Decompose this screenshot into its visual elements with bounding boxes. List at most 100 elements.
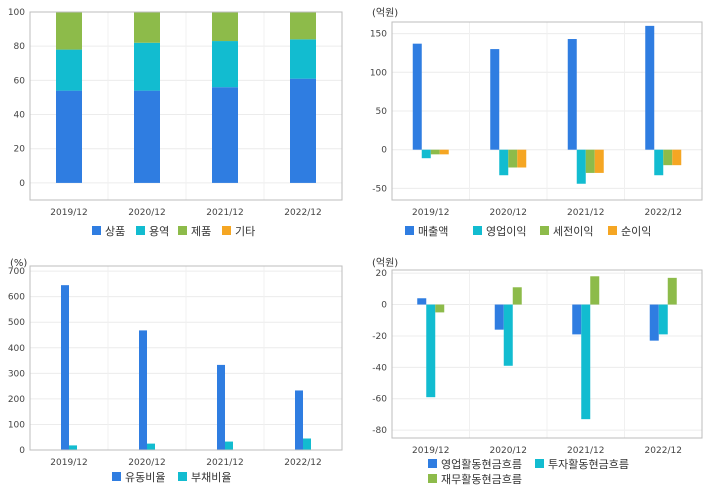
x-tick-label: 2022/12 <box>645 446 682 456</box>
bar-1-3 <box>572 304 582 335</box>
bar-3-3 <box>212 12 238 42</box>
y-tick-label: 0 <box>381 301 387 311</box>
legend-swatch <box>112 472 121 481</box>
gridlines <box>29 266 343 451</box>
bar-2-2 <box>499 149 509 176</box>
y-tick-label: 100 <box>370 68 387 78</box>
bar-1-4 <box>295 390 303 450</box>
legend-swatch <box>222 226 231 235</box>
bar-2-2 <box>134 42 160 91</box>
x-tick-label: 2022/12 <box>645 208 682 218</box>
x-tick-label: 2020/12 <box>128 208 165 218</box>
bar-3-1 <box>430 149 440 155</box>
legend-label: 매출액 <box>418 225 448 238</box>
y-tick-label: 60 <box>14 76 26 86</box>
y-tick-label: 200 <box>8 395 25 405</box>
bar-2-1 <box>426 304 436 398</box>
bar-3-1 <box>56 12 82 50</box>
bar-1-4 <box>290 78 316 183</box>
bar-1-1 <box>61 285 69 450</box>
bar-4-3 <box>594 149 604 173</box>
legend-swatch <box>178 472 187 481</box>
chart-2: (억원) -50 0 50 100 150 2019/12 2020/12 2021/12 202… <box>370 7 703 238</box>
x-tick-label: 2021/12 <box>206 208 243 218</box>
x-tick-label: 2020/12 <box>490 446 527 456</box>
x-tick-label: 2021/12 <box>567 446 604 456</box>
legend-swatch <box>405 226 414 235</box>
chart-1: 0 20 40 60 80 100 2019/12 2020/12 2021/12 2022/12… <box>8 8 343 238</box>
bar-1-3 <box>567 39 577 150</box>
y-tick-label: 0 <box>19 179 25 189</box>
y-tick-label: 400 <box>8 344 25 354</box>
legend-swatch <box>608 226 617 235</box>
plot-frame <box>391 21 703 201</box>
y-tick-label: -20 <box>372 332 387 342</box>
bars <box>56 12 316 183</box>
y-tick-label: 100 <box>8 420 25 430</box>
chart-3: (%) 0 100 200 300 400 500 600 700 2019/12 2020/12 2… <box>8 258 343 484</box>
y-tick-label: -40 <box>372 363 387 373</box>
y-tick-label: 500 <box>8 318 25 328</box>
y-tick-label: 700 <box>8 267 25 277</box>
legend-swatch <box>535 459 544 468</box>
x-tick-label: 2019/12 <box>50 458 87 468</box>
bar-1-1 <box>56 90 82 183</box>
bar-2-4 <box>654 149 664 176</box>
legend: 상품 용역 제품 기타 <box>92 225 255 238</box>
y-tick-label: 300 <box>8 369 25 379</box>
legend-swatch <box>178 226 187 235</box>
x-tick-label: 2022/12 <box>284 208 321 218</box>
legend-label: 순이익 <box>621 225 651 238</box>
bar-2-4 <box>658 304 668 335</box>
bar-2-3 <box>576 149 586 184</box>
legend-swatch <box>92 226 101 235</box>
x-tick-label: 2020/12 <box>490 208 527 218</box>
x-tick-label: 2019/12 <box>412 446 449 456</box>
y-tick-label: 20 <box>376 269 388 279</box>
bar-3-4 <box>290 12 316 40</box>
legend-label: 투자활동현금흐름 <box>548 457 629 471</box>
bar-1-2 <box>494 304 504 330</box>
bar-2-1 <box>69 445 77 450</box>
bar-2-1 <box>421 149 431 159</box>
legend: 유동비율 부채비율 <box>112 471 231 484</box>
gridlines <box>391 270 703 438</box>
bar-4-2 <box>517 149 527 168</box>
bar-2-4 <box>303 438 311 450</box>
bar-1-2 <box>139 330 147 450</box>
legend-swatch <box>428 474 437 483</box>
bar-1-2 <box>134 90 160 183</box>
legend-swatch <box>540 226 549 235</box>
bar-3-4 <box>667 277 677 305</box>
y-tick-label: 50 <box>376 107 388 117</box>
y-tick-label: 0 <box>19 446 25 456</box>
bar-1-4 <box>645 25 655 150</box>
y-tick-label: 150 <box>370 30 387 40</box>
y-tick-label: 80 <box>14 42 26 52</box>
bar-3-2 <box>512 287 522 305</box>
legend-label: 기타 <box>235 225 255 238</box>
legend: 매출액 영업이익 세전이익 순이익 <box>405 225 651 238</box>
bar-2-3 <box>581 304 591 420</box>
bar-2-2 <box>147 443 155 450</box>
y-tick-label: 100 <box>8 8 25 18</box>
bar-1-3 <box>212 87 238 183</box>
bar-3-4 <box>663 149 673 166</box>
y-tick-label: 40 <box>14 111 26 121</box>
x-tick-label: 2021/12 <box>567 208 604 218</box>
unit-label: (억원) <box>372 7 398 19</box>
unit-label: (%) <box>10 258 27 269</box>
bar-2-2 <box>503 304 513 366</box>
bar-3-1 <box>435 304 445 313</box>
x-tick-label: 2019/12 <box>50 208 87 218</box>
legend-label: 용역 <box>149 225 169 238</box>
bar-3-2 <box>134 12 160 43</box>
bars <box>417 276 677 420</box>
plot-frame <box>391 269 703 439</box>
legend-label: 재무활동현금흐름 <box>441 472 522 486</box>
legend-label: 부채비율 <box>191 471 231 484</box>
chart-4: (억원) -80 -60 -40 -20 0 20 2019/12 2020/12 2021/12… <box>372 257 703 486</box>
y-tick-label: -80 <box>372 426 387 436</box>
